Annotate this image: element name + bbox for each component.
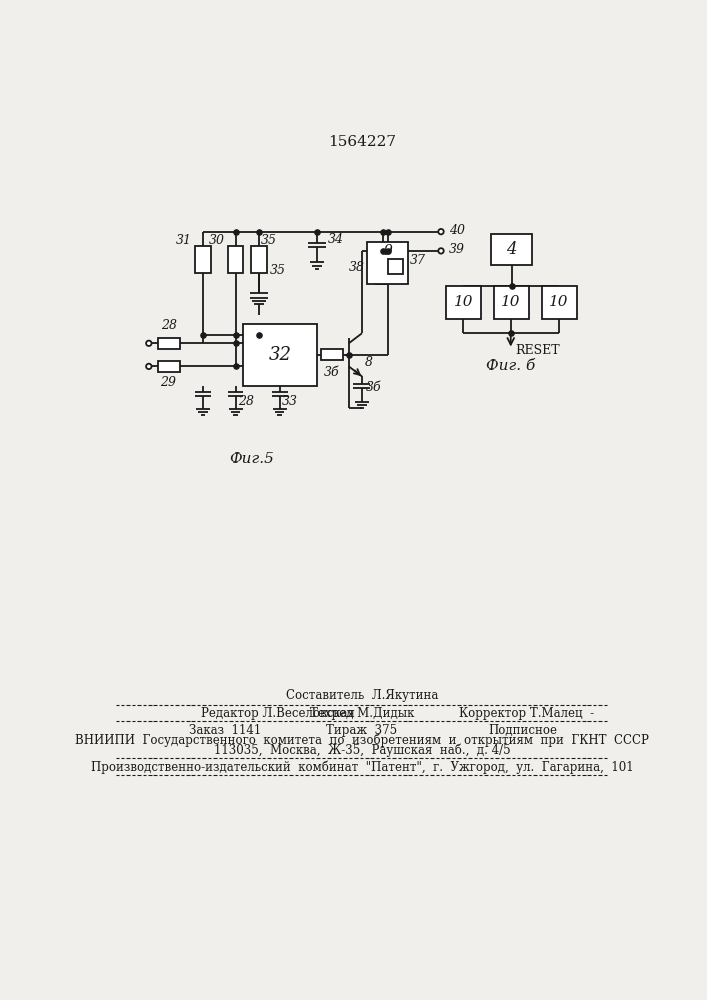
Bar bbox=[228, 246, 243, 273]
Text: Корректор Т.Малец  -: Корректор Т.Малец - bbox=[459, 707, 594, 720]
Text: 38: 38 bbox=[349, 261, 365, 274]
Circle shape bbox=[438, 229, 444, 234]
Bar bbox=[542, 286, 577, 319]
Text: 35: 35 bbox=[261, 234, 277, 247]
Text: Тираж  375: Тираж 375 bbox=[327, 724, 397, 737]
Text: 9: 9 bbox=[383, 244, 392, 258]
Bar bbox=[493, 286, 529, 319]
Text: Производственно-издательский  комбинат  "Патент",  г.  Ужгород,  ул.  Гагарина, : Производственно-издательский комбинат "П… bbox=[90, 761, 633, 774]
Text: 8: 8 bbox=[365, 356, 373, 369]
Bar bbox=[491, 234, 532, 265]
Text: 37: 37 bbox=[410, 254, 426, 267]
Text: RESET: RESET bbox=[515, 344, 560, 358]
Text: 29: 29 bbox=[160, 376, 175, 389]
Bar bbox=[387, 259, 403, 274]
Bar bbox=[321, 349, 343, 360]
Bar bbox=[243, 324, 317, 386]
Text: ВНИИПИ  Государственного  комитета  по  изобретениям  и  открытиям  при  ГКНТ  С: ВНИИПИ Государственного комитета по изоб… bbox=[75, 734, 649, 747]
Text: 31: 31 bbox=[175, 234, 192, 247]
Text: 4: 4 bbox=[506, 241, 517, 258]
Text: 30: 30 bbox=[209, 234, 225, 247]
Text: 113035,  Москва,  Ж-35,  Раушская  наб.,  д. 4/5: 113035, Москва, Ж-35, Раушская наб., д. … bbox=[214, 744, 510, 757]
Text: Фиг.5: Фиг.5 bbox=[228, 452, 274, 466]
Text: 32: 32 bbox=[268, 346, 291, 364]
Text: Фиг. б: Фиг. б bbox=[486, 359, 535, 373]
Text: 28: 28 bbox=[238, 395, 254, 408]
Text: 10: 10 bbox=[501, 295, 520, 309]
Bar bbox=[446, 286, 481, 319]
Bar bbox=[368, 242, 408, 284]
Bar bbox=[158, 361, 180, 372]
Text: 3б: 3б bbox=[324, 366, 339, 379]
Text: Заказ  1141: Заказ 1141 bbox=[189, 724, 262, 737]
Circle shape bbox=[438, 248, 444, 254]
Text: 1564227: 1564227 bbox=[328, 135, 396, 149]
Bar bbox=[195, 246, 211, 273]
Bar bbox=[158, 338, 180, 349]
Text: Составитель  Л.Якутина: Составитель Л.Якутина bbox=[286, 689, 438, 702]
Text: 34: 34 bbox=[328, 233, 344, 246]
Text: 3б: 3б bbox=[366, 381, 382, 394]
Circle shape bbox=[146, 341, 151, 346]
Text: 40: 40 bbox=[449, 224, 464, 237]
Text: 33: 33 bbox=[282, 395, 298, 408]
Text: Подписное: Подписное bbox=[488, 724, 557, 737]
Text: 28: 28 bbox=[161, 319, 177, 332]
Text: 10: 10 bbox=[549, 295, 568, 309]
Bar bbox=[251, 246, 267, 273]
Text: 39: 39 bbox=[449, 243, 464, 256]
Text: Техред М.Дидык: Техред М.Дидык bbox=[310, 707, 414, 720]
Circle shape bbox=[146, 364, 151, 369]
Text: 35: 35 bbox=[270, 264, 286, 277]
Text: 10: 10 bbox=[454, 295, 473, 309]
Text: Редактор Л.Веселовская: Редактор Л.Веселовская bbox=[201, 707, 355, 720]
